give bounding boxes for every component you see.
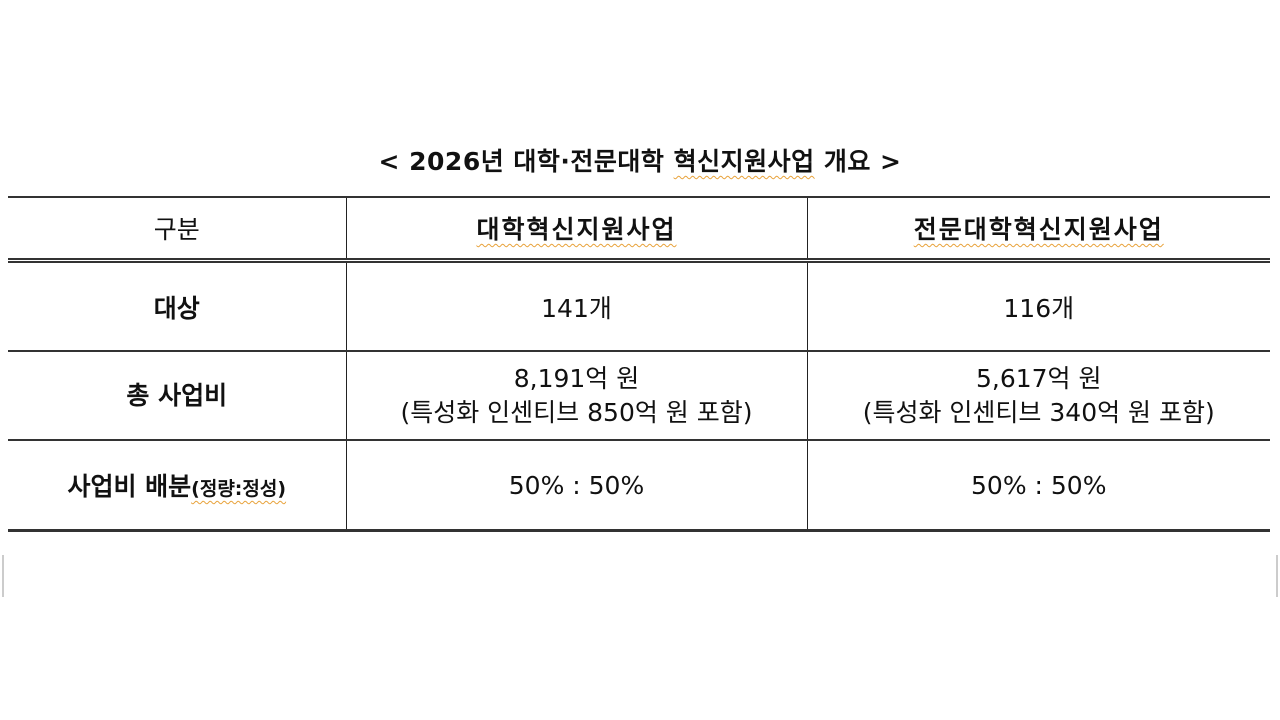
header-college-text: 전문대학혁신지원사업 <box>913 215 1164 244</box>
table-row: 사업비 배분(정량:정성) 50% : 50% 50% : 50% <box>8 440 1270 532</box>
cell-value: 50% : 50% <box>806 440 1270 532</box>
table-row: 총 사업비 8,191억 원 (특성화 인센티브 850억 원 포함) 5,617… <box>8 351 1270 441</box>
budget-amount: 8,191억 원 <box>513 363 640 393</box>
cell-value: 5,617억 원 (특성화 인센티브 340억 원 포함) <box>806 351 1270 441</box>
row-label: 총 사업비 <box>8 351 347 441</box>
row-label-text: 사업비 배분 <box>67 472 192 501</box>
title-text: < 2026년 대학·전문대학 <box>378 147 674 176</box>
header-university-text: 대학혁신지원사업 <box>476 215 677 244</box>
row-label: 사업비 배분(정량:정성) <box>8 440 347 532</box>
row-label: 대상 <box>8 260 347 352</box>
budget-note: (특성화 인센티브 850억 원 포함) <box>400 397 753 427</box>
cell-value: 116개 <box>806 260 1270 352</box>
row-label-suffix: (정량:정성) <box>191 478 287 500</box>
cell-value: 50% : 50% <box>345 440 808 532</box>
overview-table: 구분 대학혁신지원사업 전문대학혁신지원사업 대상 141개 116개 총 사업… <box>8 196 1270 532</box>
budget-note: (특성화 인센티브 340억 원 포함) <box>862 397 1215 427</box>
title-underlined-text: 혁신지원사업 <box>673 147 815 176</box>
table-row: 대상 141개 116개 <box>8 260 1270 352</box>
cell-value: 141개 <box>345 260 808 352</box>
header-university: 대학혁신지원사업 <box>345 196 808 263</box>
page-edge-left <box>2 555 4 597</box>
header-category: 구분 <box>8 196 347 263</box>
header-college: 전문대학혁신지원사업 <box>806 196 1270 263</box>
cell-value: 8,191억 원 (특성화 인센티브 850억 원 포함) <box>345 351 808 441</box>
title-suffix: 개요 > <box>814 147 902 176</box>
document-title: < 2026년 대학·전문대학 혁신지원사업 개요 > <box>0 142 1280 178</box>
page-edge-right <box>1276 555 1278 597</box>
table-header-row: 구분 대학혁신지원사업 전문대학혁신지원사업 <box>8 196 1270 263</box>
budget-amount: 5,617억 원 <box>975 363 1102 393</box>
